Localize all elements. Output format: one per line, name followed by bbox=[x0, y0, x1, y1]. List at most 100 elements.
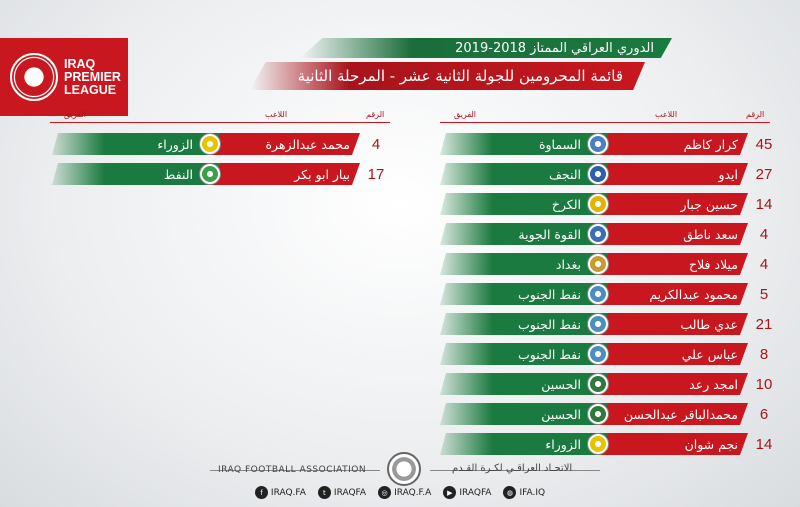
social-label: IFA.IQ bbox=[519, 487, 546, 498]
footer-divider-right bbox=[430, 470, 600, 471]
team-name: الزوراء bbox=[440, 433, 615, 455]
web-icon: ◍ bbox=[503, 486, 517, 499]
social-link[interactable]: ◎ IRAQ.F.A bbox=[378, 486, 431, 499]
association-seal-icon bbox=[387, 452, 421, 486]
team-name: النفط bbox=[52, 163, 227, 185]
team-badge-icon bbox=[200, 134, 220, 154]
player-number: 4 bbox=[371, 135, 381, 153]
team-badge-icon bbox=[588, 404, 608, 424]
social-label: IRAQFA bbox=[459, 487, 492, 498]
twitter-icon: t bbox=[317, 486, 331, 499]
team-badge-icon bbox=[588, 254, 608, 274]
team-badge-icon bbox=[588, 194, 608, 214]
team-badge-icon bbox=[588, 314, 608, 334]
left-header-divider bbox=[50, 122, 390, 123]
social-links: f IRAQ.FA t IRAQFA ◎ IRAQ.F.A ▶ IRAQFA ◍ IFA.IQ bbox=[0, 486, 800, 499]
player-name: حسين جبار bbox=[595, 193, 748, 215]
player-name: عباس علي bbox=[595, 343, 748, 365]
footer-association-ar: الاتحـاد العراقـي لكـرة القـدم bbox=[452, 463, 573, 474]
team-name: نفط الجنوب bbox=[440, 283, 615, 305]
team-badge-icon bbox=[588, 164, 608, 184]
player-number: 45 bbox=[755, 135, 773, 153]
player-name: محمود عبدالكريم bbox=[595, 283, 748, 305]
table-row: نفط الجنوب محمود عبدالكريم 5 bbox=[440, 283, 780, 305]
title-sub-banner: قائمة المحرومين للجولة الثانية عشر - الم… bbox=[250, 62, 645, 90]
team-name: نفط الجنوب bbox=[440, 313, 615, 335]
league-seal-icon bbox=[10, 53, 58, 101]
league-logo: IRAQ PREMIER LEAGUE bbox=[0, 38, 128, 116]
player-name: ميلاد فلاح bbox=[595, 253, 748, 275]
team-badge-icon bbox=[588, 434, 608, 454]
table-row: القوة الجوية سعد ناطق 4 bbox=[440, 223, 780, 245]
title-sub: قائمة المحرومين للجولة الثانية عشر - الم… bbox=[297, 67, 623, 85]
player-number: 4 bbox=[759, 255, 769, 273]
instagram-icon: ◎ bbox=[378, 486, 392, 499]
player-name: نجم شوان bbox=[595, 433, 748, 455]
social-link[interactable]: ◍ IFA.IQ bbox=[503, 486, 545, 499]
right-table-headers: الفريق اللاعب الرقم bbox=[440, 110, 770, 122]
player-number: 5 bbox=[759, 285, 769, 303]
team-name: القوة الجوية bbox=[440, 223, 615, 245]
table-row: الحسين امجد رعد 10 bbox=[440, 373, 780, 395]
player-name: سعد ناطق bbox=[595, 223, 748, 245]
title-main-banner: الدوري العراقي الممتاز 2018-2019 bbox=[300, 38, 672, 58]
left-table-headers: الفريق اللاعب الرقم bbox=[50, 110, 390, 122]
team-badge-icon bbox=[200, 164, 220, 184]
team-badge-icon bbox=[588, 284, 608, 304]
player-number: 4 bbox=[759, 225, 769, 243]
player-name: عدي طالب bbox=[595, 313, 748, 335]
footer-association-en: IRAQ FOOTBALL ASSOCIATION bbox=[218, 465, 367, 475]
table-row: الزوراء نجم شوان 14 bbox=[440, 433, 780, 455]
header-player: اللاعب bbox=[265, 110, 288, 119]
table-row: السماوة كرار كاظم 45 bbox=[440, 133, 780, 155]
header-player: اللاعب bbox=[655, 110, 678, 119]
team-badge-icon bbox=[588, 224, 608, 244]
table-row: الحسين محمدالباقر عبدالحسن 6 bbox=[440, 403, 780, 425]
player-number: 21 bbox=[755, 315, 773, 333]
player-name: محمدالباقر عبدالحسن bbox=[595, 403, 748, 425]
player-number: 27 bbox=[755, 165, 773, 183]
player-number: 6 bbox=[759, 405, 769, 423]
table-row: نفط الجنوب عدي طالب 21 bbox=[440, 313, 780, 335]
title-main: الدوري العراقي الممتاز 2018-2019 bbox=[455, 40, 654, 56]
footer-divider-left bbox=[210, 470, 380, 471]
table-row: النجف ايدو 27 bbox=[440, 163, 780, 185]
team-name: الكرخ bbox=[440, 193, 615, 215]
header-team: الفريق bbox=[454, 110, 477, 119]
team-badge-icon bbox=[588, 344, 608, 364]
player-number: 17 bbox=[367, 165, 385, 183]
table-row: نفط الجنوب عباس علي 8 bbox=[440, 343, 780, 365]
player-number: 8 bbox=[759, 345, 769, 363]
social-link[interactable]: f IRAQ.FA bbox=[254, 486, 306, 499]
player-name: محمد عبدالزهرة bbox=[207, 133, 360, 155]
player-name: امجد رعد bbox=[595, 373, 748, 395]
table-row: بغداد ميلاد فلاح 4 bbox=[440, 253, 780, 275]
player-number: 14 bbox=[755, 435, 773, 453]
team-name: بغداد bbox=[440, 253, 615, 275]
player-name: كرار كاظم bbox=[595, 133, 748, 155]
team-name: النجف bbox=[440, 163, 615, 185]
league-logo-text: IRAQ PREMIER LEAGUE bbox=[64, 56, 121, 97]
social-label: IRAQ.F.A bbox=[394, 487, 432, 498]
header-team: الفريق bbox=[64, 110, 87, 119]
team-badge-icon bbox=[588, 134, 608, 154]
header-number: الرقم bbox=[366, 110, 385, 119]
team-name: الزوراء bbox=[52, 133, 227, 155]
team-name: السماوة bbox=[440, 133, 615, 155]
social-link[interactable]: ▶ IRAQFA bbox=[443, 486, 491, 499]
facebook-icon: f bbox=[254, 486, 268, 499]
player-name: بيار ابو بكر bbox=[207, 163, 360, 185]
table-row: النفط بيار ابو بكر 17 bbox=[52, 163, 392, 185]
table-row: الزوراء محمد عبدالزهرة 4 bbox=[52, 133, 392, 155]
table-row: الكرخ حسين جبار 14 bbox=[440, 193, 780, 215]
team-badge-icon bbox=[588, 374, 608, 394]
player-name: ايدو bbox=[595, 163, 748, 185]
player-number: 14 bbox=[755, 195, 773, 213]
player-number: 10 bbox=[755, 375, 773, 393]
right-header-divider bbox=[440, 122, 770, 123]
social-label: IRAQ.FA bbox=[270, 487, 306, 498]
team-name: الحسين bbox=[440, 403, 615, 425]
youtube-icon: ▶ bbox=[443, 486, 457, 499]
team-name: الحسين bbox=[440, 373, 615, 395]
social-link[interactable]: t IRAQFA bbox=[317, 486, 366, 499]
